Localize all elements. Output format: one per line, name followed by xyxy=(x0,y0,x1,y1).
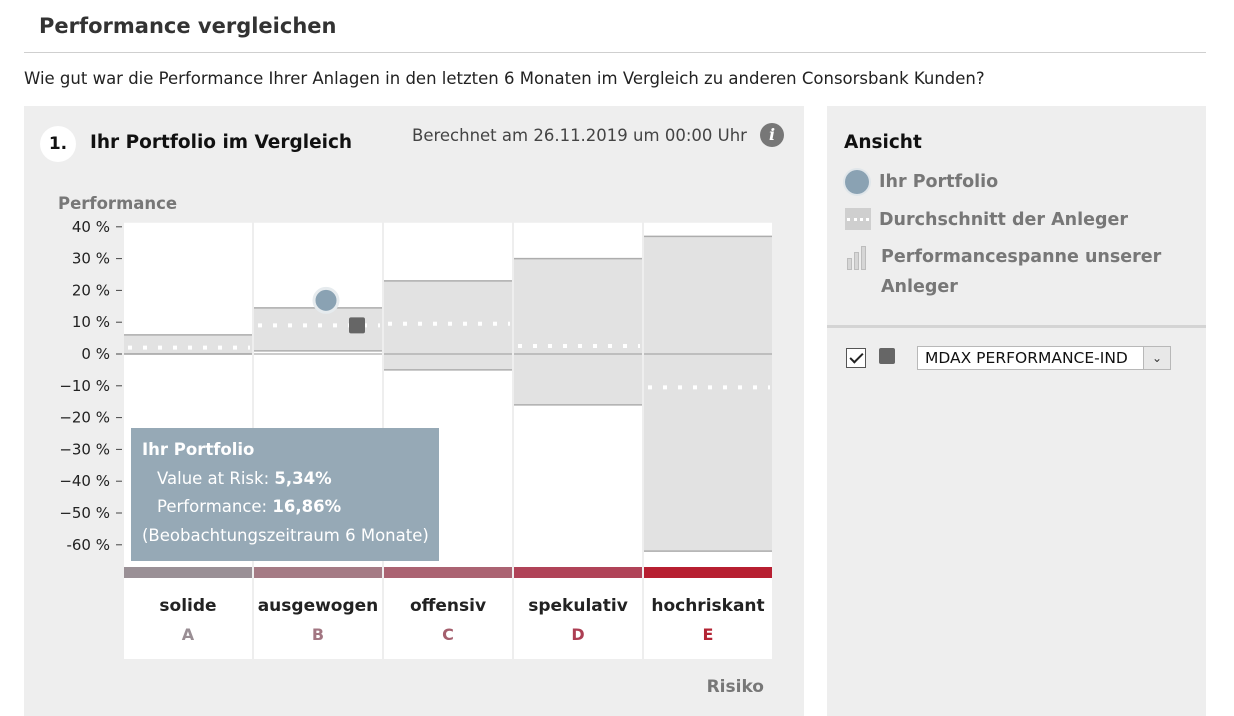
view-divider xyxy=(827,325,1206,328)
chart-marks xyxy=(312,286,365,334)
legend-range-line2: Anleger xyxy=(881,277,958,297)
risk-class-name: ausgewogen xyxy=(258,596,379,616)
risk-label-box-spekulativ xyxy=(514,578,642,659)
portfolio-tooltip: Ihr Portfolio Value at Risk: 5,34% Perfo… xyxy=(131,428,439,561)
legend-range-line1: Performancespanne unserer xyxy=(881,247,1162,267)
y-tick-label: 40 % xyxy=(72,218,110,236)
risk-class-name: solide xyxy=(159,596,216,616)
y-tick-label: −20 % xyxy=(59,409,110,427)
x-axis-label: Risiko xyxy=(707,677,764,697)
chevron-down-icon[interactable]: ⌄ xyxy=(1143,347,1170,369)
risk-band-hochriskant xyxy=(644,567,772,578)
average-line-icon xyxy=(845,208,871,230)
calculation-date: Berechnet am 26.11.2019 um 00:00 Uhr xyxy=(412,126,747,145)
risk-class-letter: A xyxy=(182,625,195,644)
benchmark-select-value: MDAX PERFORMANCE-IND xyxy=(925,349,1128,367)
risk-class-name: offensiv xyxy=(410,596,486,616)
intro-text: Wie gut war die Performance Ihrer Anlage… xyxy=(24,69,985,88)
page-title: Performance vergleichen xyxy=(39,14,337,38)
range-bar-hochriskant xyxy=(644,236,772,552)
tooltip-title: Ihr Portfolio xyxy=(142,440,255,459)
risk-label-box-ausgewogen xyxy=(254,578,382,659)
benchmark-square-icon xyxy=(879,348,895,364)
observation-period: (Beobachtungszeitraum 6 Monate) xyxy=(142,525,429,545)
risk-class-letter: C xyxy=(442,625,454,644)
y-tick-label: −40 % xyxy=(59,472,110,490)
performance-value: 16,86% xyxy=(272,497,342,516)
info-icon[interactable]: i xyxy=(760,123,784,147)
y-tick-label: 30 % xyxy=(72,250,110,268)
performance-label: Performance: xyxy=(157,497,273,516)
risk-band-solide xyxy=(124,567,252,578)
legend-average: Durchschnitt der Anleger xyxy=(879,210,1128,230)
legend-portfolio: Ihr Portfolio xyxy=(879,172,999,192)
y-tick-label: 10 % xyxy=(72,313,110,331)
title-divider xyxy=(24,52,1206,53)
benchmark-select[interactable]: MDAX PERFORMANCE-IND ⌄ xyxy=(917,346,1171,370)
view-panel xyxy=(827,106,1206,716)
risk-class-letter: E xyxy=(703,625,714,644)
range-bars-icon xyxy=(847,246,873,270)
risk-label-box-offensiv xyxy=(384,578,512,659)
range-bar-spekulativ xyxy=(514,258,642,405)
benchmark-checkbox[interactable] xyxy=(846,348,866,368)
legend-range: Performancespanne unserer Anleger xyxy=(881,242,1161,302)
risk-class-name: hochriskant xyxy=(651,596,764,616)
y-tick-label: 20 % xyxy=(72,281,110,299)
benchmark-point xyxy=(349,317,365,334)
risk-class-name: spekulativ xyxy=(528,596,628,616)
risk-class-letter: B xyxy=(312,625,324,644)
y-axis: 40 % 30 % 20 % 10 % 0 % −10 % −20 % −30 % −40 % −… xyxy=(59,218,122,554)
y-tick-label: −10 % xyxy=(59,377,110,395)
step-number: 1. xyxy=(40,126,76,162)
risk-label-box-solide xyxy=(124,578,252,659)
y-tick-label: −50 % xyxy=(59,504,110,522)
risk-band-offensiv xyxy=(384,567,512,578)
portfolio-point xyxy=(312,286,340,314)
y-axis-label: Performance xyxy=(58,194,177,213)
risk-band-spekulativ xyxy=(514,567,642,578)
risk-band-ausgewogen xyxy=(254,567,382,578)
view-title: Ansicht xyxy=(844,132,922,153)
y-tick-label: −30 % xyxy=(59,440,110,458)
portfolio-dot-icon xyxy=(845,170,869,194)
y-tick-label: 0 % xyxy=(81,345,110,363)
var-value: 5,34% xyxy=(274,468,332,488)
risk-label-box-hochriskant xyxy=(644,578,772,659)
risk-class-letter: D xyxy=(571,625,584,644)
section-title: Ihr Portfolio im Vergleich xyxy=(90,132,353,153)
range-bar-solide xyxy=(124,334,252,354)
var-label: Value at Risk: xyxy=(157,468,275,488)
y-tick-label: -60 % xyxy=(66,536,110,554)
